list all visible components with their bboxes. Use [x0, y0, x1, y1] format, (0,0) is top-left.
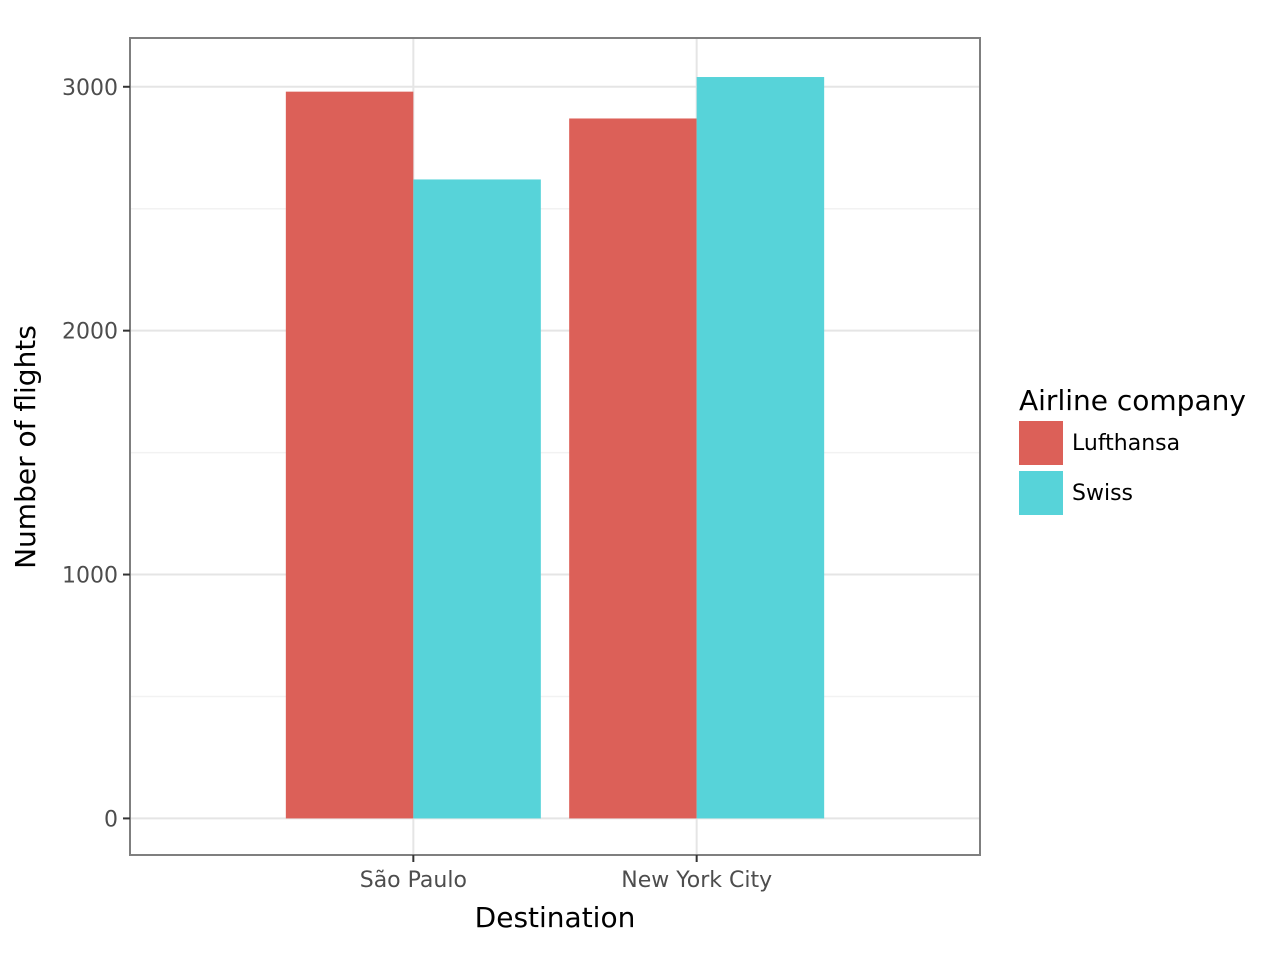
legend-label: Lufthansa — [1072, 431, 1180, 456]
bars — [285, 77, 825, 819]
y-tick-label: 0 — [104, 807, 118, 832]
y-tick-label: 1000 — [62, 564, 118, 589]
plot-background — [130, 38, 980, 855]
x-axis: São Paulo New York City — [360, 855, 772, 893]
y-axis: 0 1000 2000 3000 — [62, 76, 130, 832]
x-tick-label: New York City — [621, 868, 772, 893]
bar — [696, 77, 825, 819]
bar — [285, 91, 414, 819]
legend-key — [1019, 471, 1063, 515]
minor-gridlines — [130, 207, 980, 698]
legend-key — [1019, 421, 1063, 465]
legend-items: Lufthansa Swiss — [1019, 421, 1180, 515]
y-axis-title: Number of flights — [9, 325, 42, 569]
legend-title: Airline company — [1019, 384, 1246, 417]
bar — [413, 179, 541, 819]
y-tick-label: 3000 — [62, 76, 118, 101]
legend-label: Swiss — [1072, 481, 1133, 506]
x-tick-label: São Paulo — [360, 868, 467, 893]
x-axis-title: Destination — [475, 901, 636, 934]
bar — [569, 118, 697, 819]
legend: Airline company Lufthansa Swiss — [1019, 384, 1246, 515]
y-tick-label: 2000 — [62, 320, 118, 345]
plot-border — [129, 37, 981, 856]
